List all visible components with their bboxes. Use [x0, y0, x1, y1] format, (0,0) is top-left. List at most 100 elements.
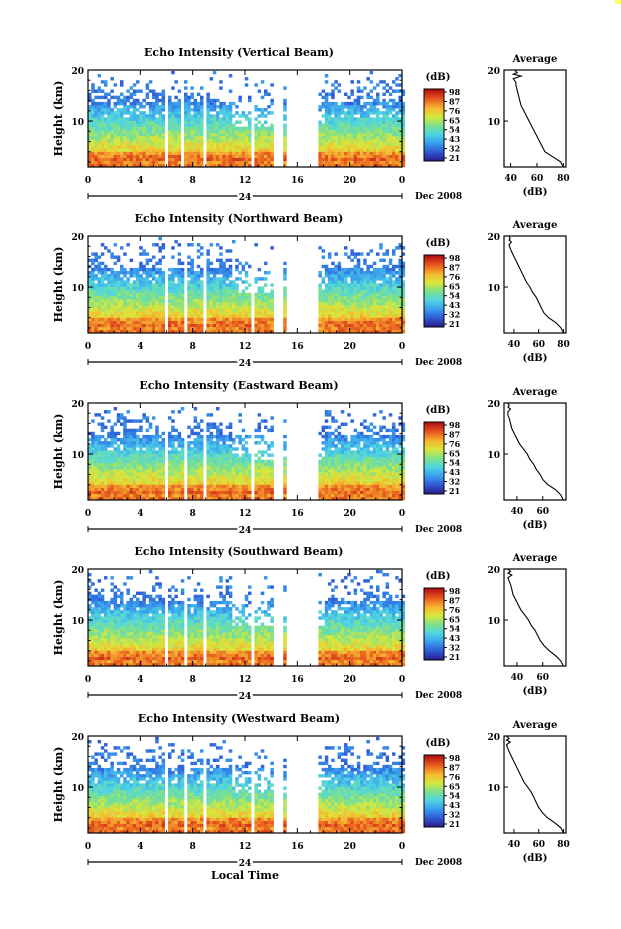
x-tick-label: 16 — [291, 176, 304, 186]
colorbar-step — [424, 618, 444, 621]
colorbar-tick-label: 54 — [449, 624, 461, 634]
colorbar-step — [424, 490, 444, 493]
colorbar-step — [424, 267, 444, 270]
x-tick-label: 0 — [399, 342, 405, 352]
average-y-tick-label: 20 — [487, 733, 500, 743]
colorbar-step — [424, 779, 444, 782]
colorbar-step — [424, 472, 444, 475]
colorbar-step — [424, 125, 444, 128]
colorbar-step — [424, 121, 444, 124]
colorbar-step — [424, 622, 444, 625]
colorbar-step — [424, 464, 444, 467]
average-x-tick-label: 60 — [536, 673, 549, 683]
colorbar-step — [424, 265, 444, 268]
colorbar-step — [424, 652, 444, 655]
colorbar-step — [424, 632, 444, 635]
colorbar-step — [424, 450, 444, 453]
colorbar-tick-label: 32 — [449, 477, 460, 487]
x-tick-label: 8 — [190, 675, 196, 685]
x-tick-label: 8 — [190, 509, 196, 519]
colorbar-tick-label: 87 — [449, 96, 460, 106]
colorbar-step — [424, 610, 444, 613]
panel-2: Echo Intensity (Northward Beam) 20 10 Heigh… — [52, 212, 570, 371]
average-x-tick-label: 80 — [557, 174, 570, 184]
colorbar-step — [424, 612, 444, 615]
colorbar-step — [424, 261, 444, 264]
colorbar-tick-label: 43 — [449, 300, 461, 310]
date-label: Dec 2008 — [415, 525, 462, 535]
colorbar-step — [424, 821, 444, 824]
average-y-tick-label: 10 — [487, 284, 500, 294]
colorbar-step — [424, 650, 444, 653]
x-tick-label: 4 — [137, 675, 143, 685]
colorbar-step — [424, 807, 444, 810]
average-x-label: (dB) — [523, 353, 548, 364]
colorbar-step — [424, 255, 444, 258]
colorbar-tick-label: 65 — [449, 781, 460, 791]
colorbar-step — [424, 452, 444, 455]
average-x-label: (dB) — [523, 853, 548, 864]
colorbar-step — [424, 486, 444, 489]
colorbar-step — [424, 630, 444, 633]
colorbar-tick-label: 54 — [449, 125, 461, 135]
x-tick-label: 0 — [85, 176, 91, 186]
colorbar-tick-label: 76 — [449, 272, 461, 282]
average-x-tick-label: 40 — [508, 340, 521, 350]
y-tick-label: 10 — [71, 784, 84, 794]
colorbar-step — [424, 285, 444, 288]
y-tick-label: 20 — [71, 233, 84, 243]
y-tick-label: 10 — [71, 451, 84, 461]
average-y-tick-label: 10 — [487, 784, 500, 794]
heatmap — [88, 236, 406, 334]
colorbar-step — [424, 430, 444, 433]
colorbar-step — [424, 781, 444, 784]
colorbar-step — [424, 428, 444, 431]
colorbar-step — [424, 303, 444, 306]
colorbar-step — [424, 127, 444, 130]
colorbar-step — [424, 492, 444, 495]
x-tick-label: 0 — [85, 342, 91, 352]
colorbar-step — [424, 823, 444, 826]
colorbar-tick-label: 54 — [449, 458, 461, 468]
colorbar-step — [424, 765, 444, 768]
x-tick-label: 20 — [343, 675, 356, 685]
average-profile-line — [508, 235, 564, 334]
x-tick-label: 16 — [291, 342, 304, 352]
colorbar-step — [424, 456, 444, 459]
colorbar-step — [424, 115, 444, 118]
x-tick-label: 0 — [399, 675, 405, 685]
colorbar-step — [424, 263, 444, 266]
panel-3: Echo Intensity (Eastward Beam) 20 10 Height… — [52, 379, 567, 538]
colorbar-step — [424, 795, 444, 798]
x-tick-label: 0 — [399, 509, 405, 519]
average-frame — [503, 402, 567, 501]
x-tick-label: 0 — [85, 675, 91, 685]
x-tick-label: 12 — [239, 509, 252, 519]
average-y-tick-label: 10 — [487, 451, 500, 461]
colorbar-step — [424, 153, 444, 156]
average-x-label: (dB) — [523, 187, 548, 198]
colorbar-step — [424, 638, 444, 641]
colorbar-step — [424, 644, 444, 647]
heatmap — [88, 569, 406, 667]
average-y-tick-label: 10 — [487, 118, 500, 128]
average-y-tick-label: 20 — [487, 233, 500, 243]
colorbar-step — [424, 602, 444, 605]
colorbar-step — [424, 424, 444, 427]
colorbar-tick-label: 98 — [449, 87, 461, 97]
colorbar-tick-label: 21 — [449, 319, 460, 329]
colorbar-step — [424, 819, 444, 822]
average-panel: Average 20 10 40 60 (dB) — [487, 387, 567, 531]
date-marker: 24 — [239, 692, 252, 702]
colorbar-step — [424, 656, 444, 659]
colorbar-step — [424, 325, 444, 328]
heatmap — [88, 70, 406, 168]
colorbar-step — [424, 432, 444, 435]
colorbar-step — [424, 460, 444, 463]
date-label: Dec 2008 — [415, 691, 462, 701]
colorbar-tick-label: 65 — [449, 448, 460, 458]
average-y-tick-label: 20 — [487, 566, 500, 576]
average-x-tick-label: 60 — [536, 507, 549, 517]
x-tick-label: 8 — [190, 842, 196, 852]
